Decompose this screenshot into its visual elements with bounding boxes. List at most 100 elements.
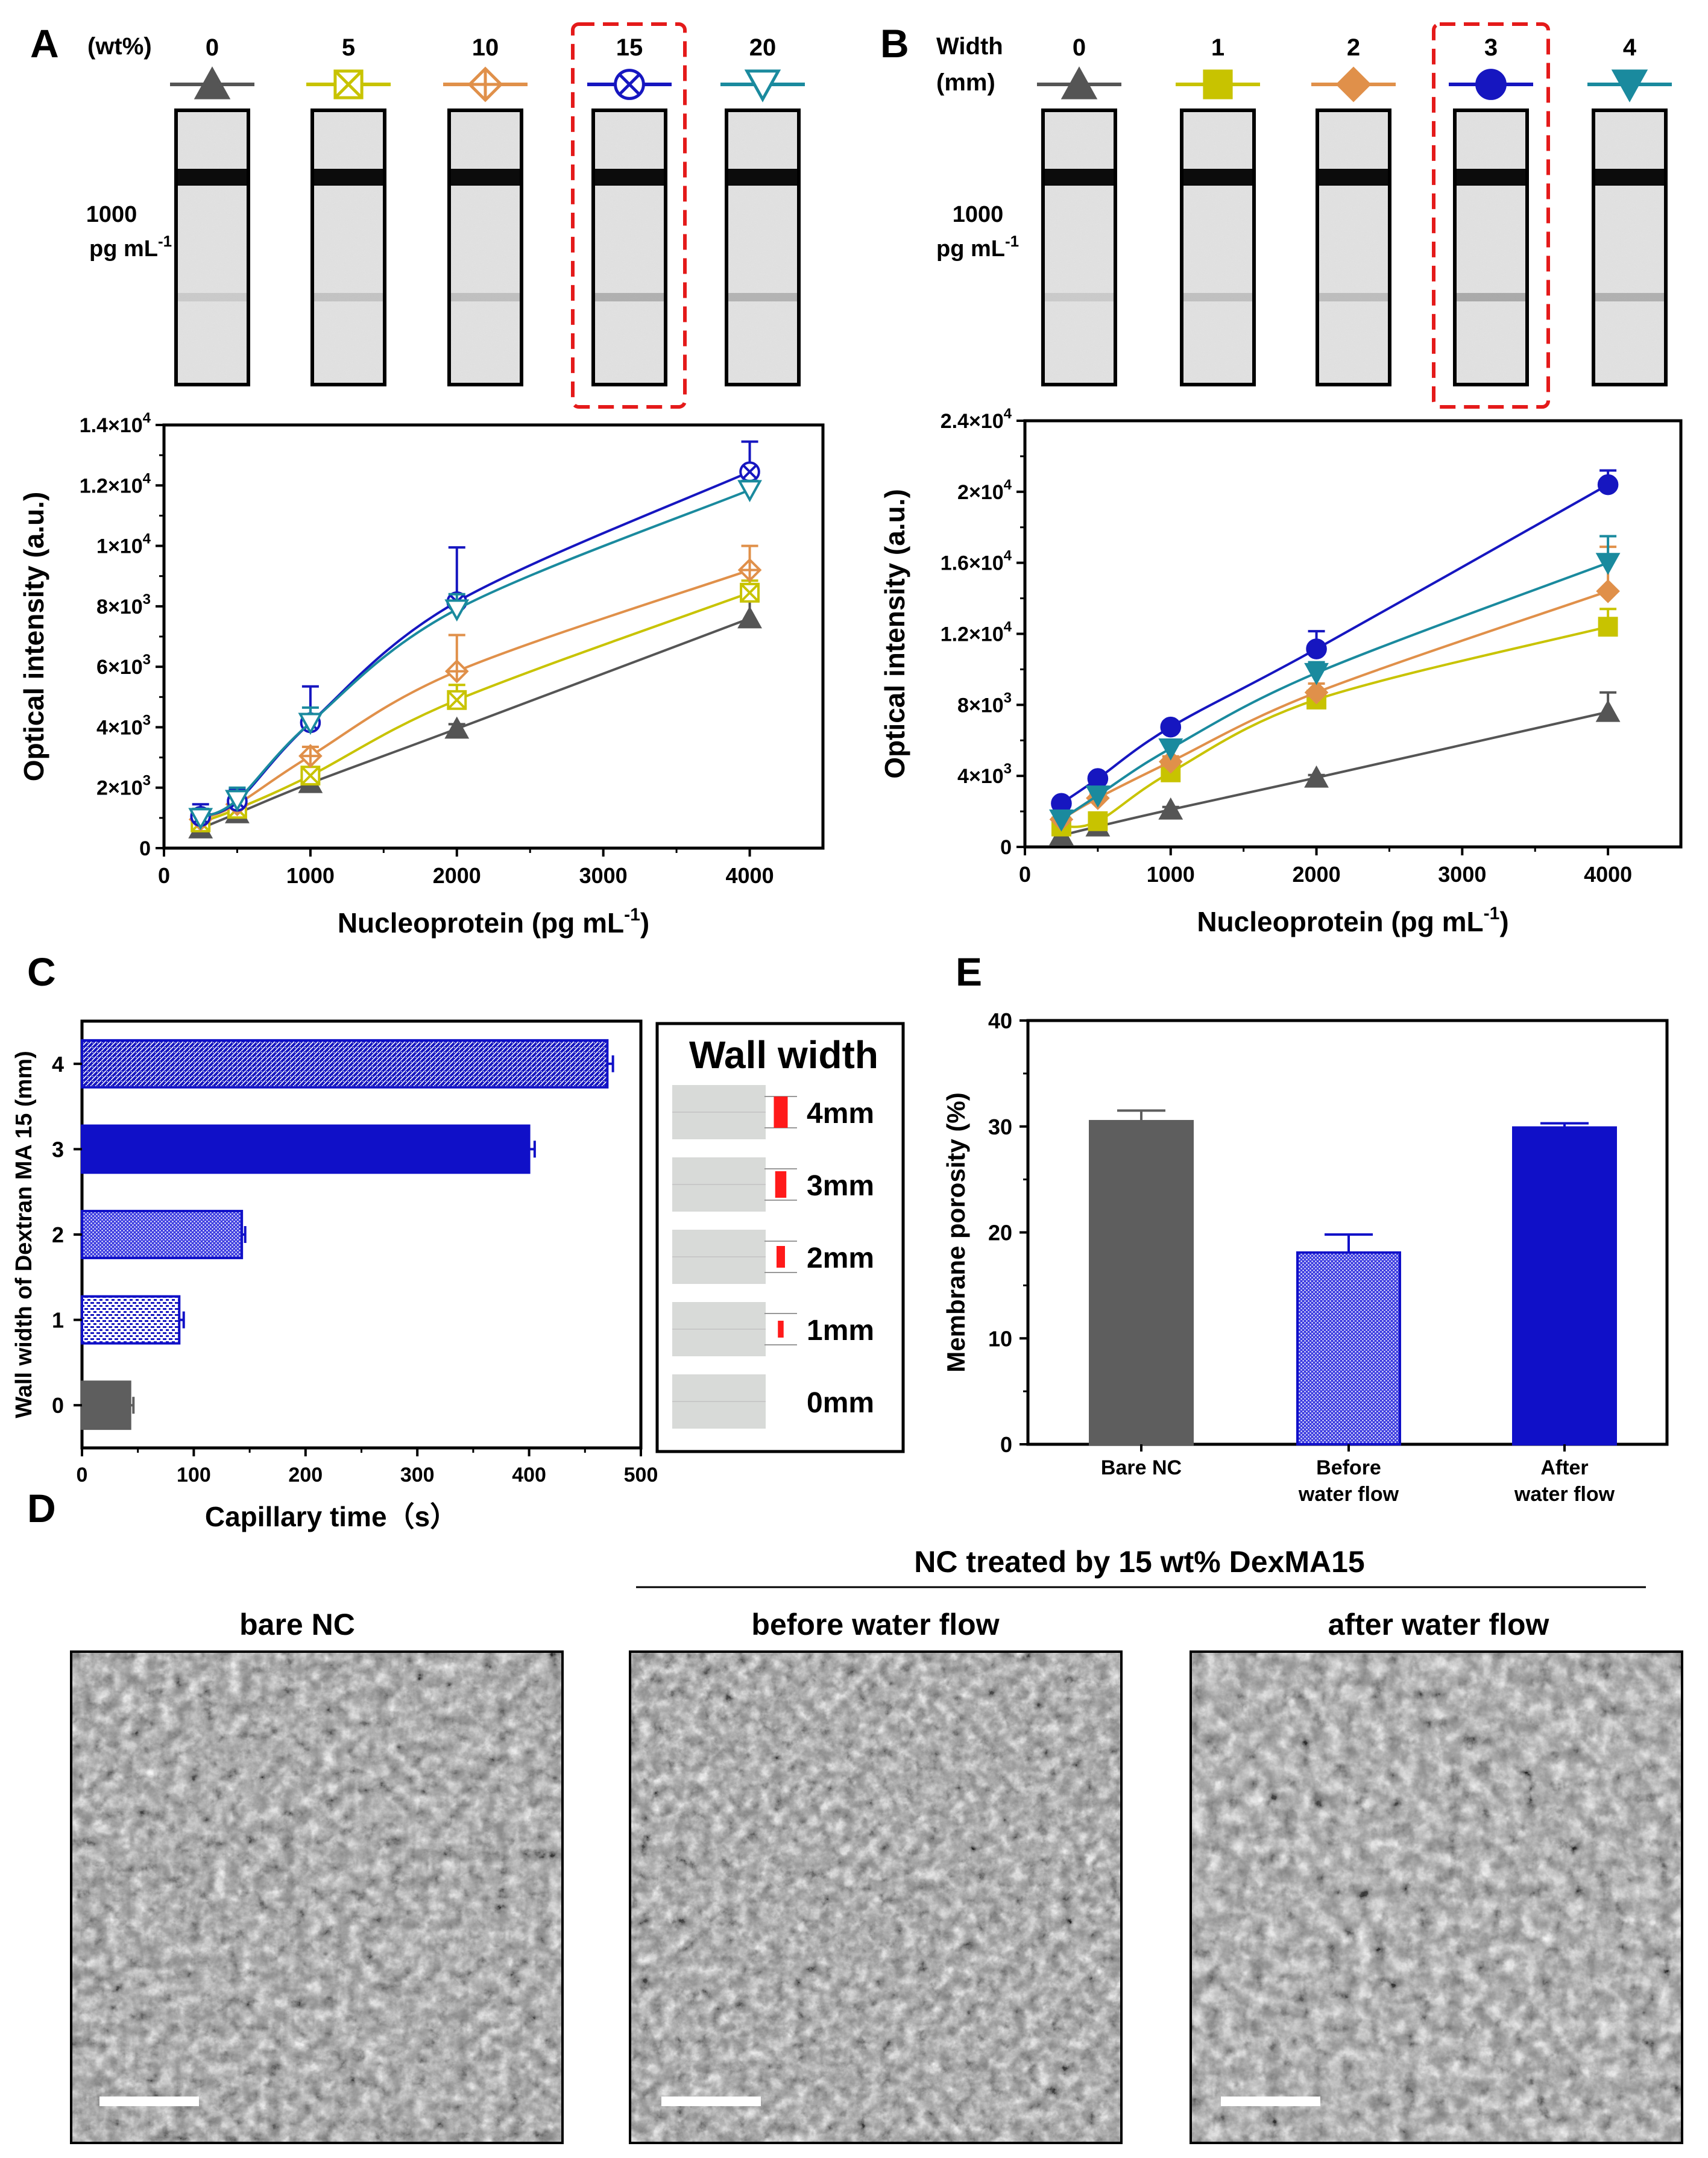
test-line-band bbox=[1593, 293, 1666, 301]
y-tick-base: 1.2×10 bbox=[941, 623, 1004, 646]
marker-shape bbox=[737, 606, 762, 629]
bar-before bbox=[1296, 1251, 1401, 1446]
marker-shape bbox=[1306, 638, 1327, 659]
y-axis-label: Membrane porosity (%) bbox=[942, 1092, 970, 1372]
series-line bbox=[200, 470, 751, 818]
error-bar bbox=[242, 1226, 247, 1243]
control-line-band bbox=[449, 169, 522, 186]
bar-after bbox=[1512, 1126, 1617, 1445]
marker-shape bbox=[737, 480, 762, 503]
y-tick-base: 1.2×10 bbox=[80, 474, 143, 497]
data-point-marker bbox=[1049, 809, 1074, 832]
y-tick-sup: 4 bbox=[1004, 619, 1012, 635]
y-tick-sup: 3 bbox=[143, 712, 151, 728]
data-point-marker bbox=[1088, 811, 1108, 831]
series-line bbox=[200, 617, 751, 830]
test-strip-frame bbox=[1592, 109, 1668, 386]
y-tick-sup: 4 bbox=[1004, 477, 1012, 493]
legend-label: 3 bbox=[1484, 34, 1498, 61]
panel-label-d: D bbox=[27, 1486, 56, 1530]
panel-a-strip-label-value: 1000 bbox=[86, 202, 137, 227]
marker-shape bbox=[1335, 66, 1372, 102]
panel-b-strip-unit-sup: -1 bbox=[1005, 232, 1019, 250]
y-tick-sup: 3 bbox=[1004, 761, 1012, 777]
panel-b-highlight-box bbox=[1432, 22, 1550, 409]
marker-shape bbox=[1049, 809, 1074, 832]
series-line bbox=[200, 488, 751, 819]
sem-image-after bbox=[1190, 1650, 1683, 2144]
y-tick-label: 1.6×104 bbox=[941, 548, 1012, 575]
y-tick-base: 8×10 bbox=[957, 694, 1004, 717]
inset-row-label: 2mm bbox=[807, 1242, 874, 1274]
control-line-band bbox=[593, 169, 666, 186]
bar-bare-nc bbox=[1089, 1119, 1194, 1445]
panel-b-strips: Width (mm) 0 1 2 3 4 1000 pg mL-1 bbox=[936, 22, 1672, 409]
y-tick-sup: 4 bbox=[143, 531, 151, 547]
marker-shape bbox=[1088, 811, 1108, 831]
data-point-marker bbox=[444, 716, 470, 739]
chart-b-line-plot: 0 1000 2000 3000 400004×1038×1031.2×1041.6×1… bbox=[879, 406, 1683, 937]
test-strip-frame bbox=[447, 109, 523, 386]
x-tick-label: Bare NC bbox=[1101, 1456, 1182, 1479]
y-tick-label: 1 bbox=[52, 1308, 64, 1333]
y-tick-sup: 3 bbox=[143, 591, 151, 608]
control-line-band bbox=[1455, 169, 1527, 186]
y-tick-base: 2.4×10 bbox=[941, 410, 1004, 433]
test-line-band bbox=[449, 293, 522, 301]
y-tick-label: 6×103 bbox=[96, 652, 151, 679]
legend-label: 0 bbox=[1073, 34, 1086, 61]
data-point-marker bbox=[614, 69, 645, 100]
control-line-band bbox=[312, 169, 385, 186]
data-point-marker bbox=[739, 461, 760, 483]
chart-e-bar-plot: 0 10 20 30 40 Bare NC Before water flow After wat… bbox=[942, 1008, 1669, 1506]
test-strip-texture bbox=[176, 110, 248, 385]
y-tick-sup: 4 bbox=[143, 410, 151, 426]
y-tick-label: 40 bbox=[988, 1008, 1012, 1033]
marker-shape bbox=[1158, 797, 1183, 820]
y-tick-label: 8×103 bbox=[957, 690, 1012, 717]
data-point-marker bbox=[1475, 69, 1507, 100]
panel-b-legend: 0 1 2 3 4 bbox=[1037, 34, 1672, 102]
y-tick-base: 0 bbox=[139, 837, 151, 860]
sem-group-label: NC treated by 15 wt% DexMA15 bbox=[914, 1545, 1364, 1579]
data-point-marker bbox=[744, 69, 781, 102]
y-axis-label: Optical intensity (a.u.) bbox=[18, 492, 49, 782]
plot-frame bbox=[162, 423, 825, 850]
data-point-marker bbox=[1203, 69, 1233, 99]
marker-cross bbox=[301, 766, 320, 785]
panel-b-header-label-2: (mm) bbox=[936, 69, 995, 96]
test-line-band bbox=[176, 293, 248, 301]
test-strip-texture bbox=[726, 110, 799, 385]
scale-bar bbox=[1221, 2097, 1320, 2106]
error-bar bbox=[607, 1055, 614, 1072]
inset-wall-mark bbox=[774, 1096, 788, 1128]
marker-shape bbox=[1203, 69, 1233, 99]
y-tick-base: 0 bbox=[1000, 836, 1012, 859]
series-15 bbox=[190, 440, 760, 827]
data-point-marker bbox=[1158, 749, 1183, 774]
data-point-marker bbox=[225, 790, 250, 813]
bar-1 bbox=[81, 1295, 181, 1345]
panel-b-strip-label-value: 1000 bbox=[953, 202, 1004, 227]
data-point-marker bbox=[447, 690, 467, 710]
y-tick-sup: 4 bbox=[143, 470, 151, 486]
panel-c-wall-width-inset: Wall width 4mm 3mm 2mm 1mm 0mm bbox=[655, 1022, 905, 1453]
test-strip-frame bbox=[1180, 109, 1256, 386]
control-line-band bbox=[1593, 169, 1666, 186]
test-line-band bbox=[1043, 293, 1115, 301]
inset-wall-mark bbox=[778, 1321, 784, 1338]
data-point-marker bbox=[737, 558, 762, 582]
panel-label-b: B bbox=[880, 21, 909, 66]
marker-cross bbox=[334, 70, 363, 99]
test-strip-texture bbox=[593, 110, 666, 385]
data-point-marker bbox=[300, 766, 321, 786]
series-4 bbox=[1049, 535, 1621, 832]
panel-b-strip-label-unit: pg mL-1 bbox=[936, 232, 1019, 262]
legend-label: 2 bbox=[1347, 34, 1360, 61]
marker-shape bbox=[188, 808, 213, 831]
y-tick-label: 2×103 bbox=[96, 773, 151, 800]
x-tick-label: 0 bbox=[158, 863, 170, 888]
marker-shape bbox=[1596, 579, 1620, 603]
x-axis-label-base: Nucleoprotein (pg mL bbox=[338, 907, 624, 939]
